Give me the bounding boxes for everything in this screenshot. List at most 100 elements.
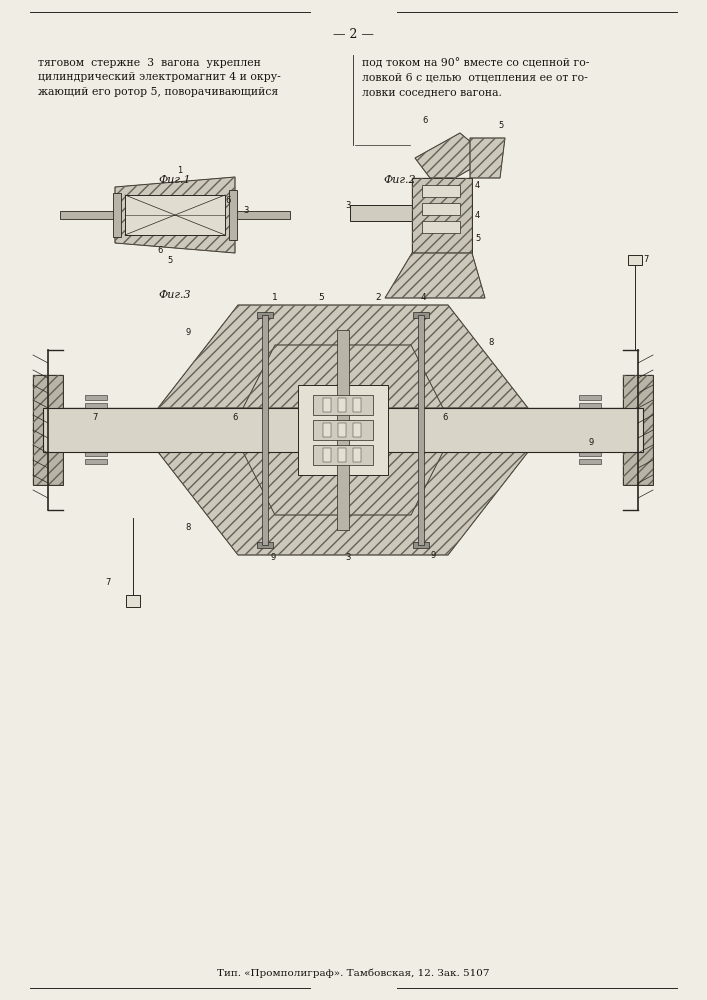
Bar — [338, 448, 346, 462]
Bar — [422, 221, 460, 233]
Bar — [525, 408, 643, 452]
Text: 5: 5 — [168, 256, 173, 265]
Bar — [85, 451, 107, 456]
Bar — [579, 395, 601, 400]
Bar — [579, 459, 601, 464]
Text: Фиг.1: Фиг.1 — [158, 175, 192, 185]
Text: 9: 9 — [185, 328, 191, 337]
Text: 6: 6 — [422, 116, 427, 125]
Bar — [579, 443, 601, 448]
Text: 2: 2 — [375, 293, 381, 302]
Bar — [353, 398, 361, 412]
Polygon shape — [470, 138, 505, 178]
Text: 5: 5 — [475, 234, 480, 243]
Bar — [338, 423, 346, 437]
Text: 4: 4 — [475, 181, 480, 190]
Text: 5: 5 — [318, 293, 324, 302]
Bar — [313, 420, 373, 440]
Text: 3: 3 — [345, 553, 351, 562]
Bar — [257, 312, 273, 318]
Bar — [353, 448, 361, 462]
Bar — [85, 403, 107, 408]
Bar — [422, 203, 460, 215]
Bar — [85, 435, 107, 440]
Bar — [412, 178, 472, 253]
Text: 6: 6 — [233, 413, 238, 422]
Bar — [43, 408, 643, 452]
Polygon shape — [243, 452, 443, 515]
Text: Фиг.3: Фиг.3 — [158, 290, 192, 300]
Polygon shape — [158, 305, 528, 408]
Bar — [85, 443, 107, 448]
Bar — [579, 451, 601, 456]
Text: 3: 3 — [345, 201, 351, 210]
Bar — [298, 385, 388, 475]
Polygon shape — [243, 345, 443, 408]
Bar — [313, 395, 373, 415]
Text: 9: 9 — [588, 438, 594, 447]
Bar — [579, 419, 601, 424]
Bar — [623, 375, 653, 485]
Bar — [579, 427, 601, 432]
Text: 8: 8 — [489, 338, 493, 347]
Bar — [353, 423, 361, 437]
Text: 7: 7 — [105, 578, 111, 587]
Bar — [413, 312, 429, 318]
Bar — [43, 408, 161, 452]
Bar — [323, 398, 331, 412]
Bar — [85, 395, 107, 400]
Bar — [628, 255, 642, 265]
Text: тяговом  стержне  3  вагона  укреплен
цилиндрический электромагнит 4 и окру-
жаю: тяговом стержне 3 вагона укреплен цилинд… — [38, 58, 281, 97]
Polygon shape — [115, 177, 235, 253]
Bar — [125, 195, 225, 235]
Bar — [85, 411, 107, 416]
Polygon shape — [415, 133, 490, 178]
Bar — [229, 190, 237, 240]
Bar — [113, 193, 121, 237]
Text: Тип. «Промполиграф». Тамбовская, 12. Зак. 5107: Тип. «Промполиграф». Тамбовская, 12. Зак… — [217, 968, 489, 978]
Bar — [418, 315, 424, 545]
Bar — [412, 178, 472, 253]
Text: под током на 90° вместе со сцепной го-
ловкой 6 с целью  отцепления ее от го-
ло: под током на 90° вместе со сцепной го- л… — [362, 58, 590, 97]
Text: 5: 5 — [498, 121, 503, 130]
Text: Фиг.2: Фиг.2 — [384, 175, 416, 185]
Bar — [338, 398, 346, 412]
Bar — [413, 542, 429, 548]
Bar — [323, 423, 331, 437]
Bar — [525, 408, 643, 452]
Text: 8: 8 — [185, 523, 191, 532]
Text: 7: 7 — [93, 413, 98, 422]
Text: 7: 7 — [643, 255, 648, 264]
Text: 9: 9 — [431, 551, 436, 560]
Bar — [33, 375, 63, 485]
Bar — [350, 205, 435, 221]
Text: 4: 4 — [475, 211, 480, 220]
Bar — [43, 408, 161, 452]
Text: 1: 1 — [272, 293, 278, 302]
Polygon shape — [385, 253, 485, 298]
Bar — [579, 403, 601, 408]
Bar — [126, 595, 140, 607]
Text: — 2 —: — 2 — — [332, 28, 373, 41]
Bar — [60, 211, 115, 219]
Bar — [85, 419, 107, 424]
Bar — [579, 411, 601, 416]
Text: 9: 9 — [270, 553, 276, 562]
Bar — [85, 427, 107, 432]
Bar — [337, 330, 349, 530]
Bar — [422, 185, 460, 197]
Text: 4: 4 — [420, 293, 426, 302]
Text: 1: 1 — [177, 166, 182, 175]
Polygon shape — [158, 452, 528, 555]
Bar — [85, 459, 107, 464]
Bar — [235, 211, 290, 219]
Bar — [33, 375, 63, 485]
Text: 6: 6 — [225, 196, 230, 205]
Bar — [257, 542, 273, 548]
Bar — [323, 448, 331, 462]
Bar — [623, 375, 653, 485]
Bar — [313, 445, 373, 465]
Text: 6: 6 — [158, 246, 163, 255]
Bar — [579, 435, 601, 440]
Bar — [262, 315, 268, 545]
